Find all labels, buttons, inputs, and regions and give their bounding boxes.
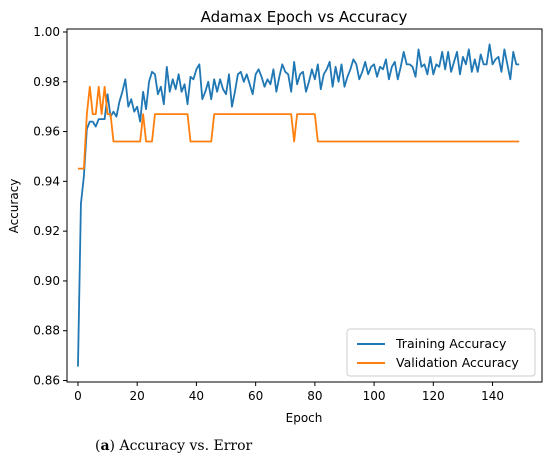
chart-title: Adamax Epoch vs Accuracy: [201, 8, 408, 26]
validation-accuracy-line: [77, 85, 520, 170]
caption-text: Accuracy vs. Error: [119, 438, 253, 454]
legend: Training Accuracy Validation Accuracy: [346, 328, 536, 377]
y-tick-label: 0.98: [33, 75, 60, 89]
x-tick-label: 40: [189, 389, 204, 403]
y-axis-ticks: 0.86 0.88 0.90 0.92 0.94 0.96 0.98 1.00: [33, 25, 67, 388]
x-tick-label: 60: [248, 389, 263, 403]
x-axis-label: Epoch: [286, 411, 323, 425]
legend-label-validation: Validation Accuracy: [396, 355, 519, 370]
x-tick-label: 100: [363, 389, 386, 403]
x-tick-label: 0: [74, 389, 82, 403]
figure-caption: (a) Accuracy vs. Error: [95, 438, 253, 454]
y-tick-label: 0.88: [33, 324, 60, 338]
plot-frame: [66, 28, 543, 383]
legend-label-training: Training Accuracy: [395, 336, 507, 351]
x-tick-label: 80: [307, 389, 322, 403]
series-lines: [77, 43, 520, 367]
training-accuracy-line: [77, 43, 520, 367]
y-tick-label: 0.86: [33, 374, 60, 388]
x-tick-label: 140: [481, 389, 504, 403]
x-axis-ticks: 0 20 40 60 80 100 120 140: [74, 382, 504, 403]
x-tick-label: 20: [130, 389, 145, 403]
y-tick-label: 0.92: [33, 224, 60, 238]
legend-box: [346, 328, 536, 377]
y-tick-label: 0.94: [33, 174, 60, 188]
y-axis-label: Accuracy: [7, 179, 21, 234]
y-tick-label: 0.96: [33, 125, 60, 139]
y-tick-label: 0.90: [33, 274, 60, 288]
x-tick-label: 120: [422, 389, 445, 403]
y-tick-label: 1.00: [33, 25, 60, 39]
caption-tag: a: [100, 438, 110, 454]
